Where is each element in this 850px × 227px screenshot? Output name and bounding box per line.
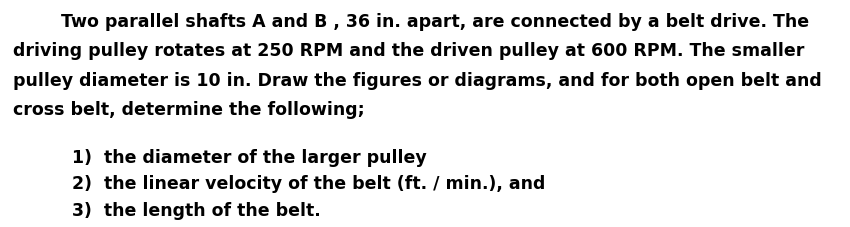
Text: Two parallel shafts A and B , 36 in. apart, are connected by a belt drive. The: Two parallel shafts A and B , 36 in. apa… (13, 13, 809, 31)
Text: cross belt, determine the following;: cross belt, determine the following; (13, 101, 365, 119)
Text: driving pulley rotates at 250 RPM and the driven pulley at 600 RPM. The smaller: driving pulley rotates at 250 RPM and th… (13, 42, 804, 60)
Text: 3)  the length of the belt.: 3) the length of the belt. (72, 201, 320, 219)
Text: 1)  the diameter of the larger pulley: 1) the diameter of the larger pulley (72, 148, 427, 166)
Text: pulley diameter is 10 in. Draw the figures or diagrams, and for both open belt a: pulley diameter is 10 in. Draw the figur… (13, 72, 822, 90)
Text: 2)  the linear velocity of the belt (ft. / min.), and: 2) the linear velocity of the belt (ft. … (72, 175, 546, 193)
